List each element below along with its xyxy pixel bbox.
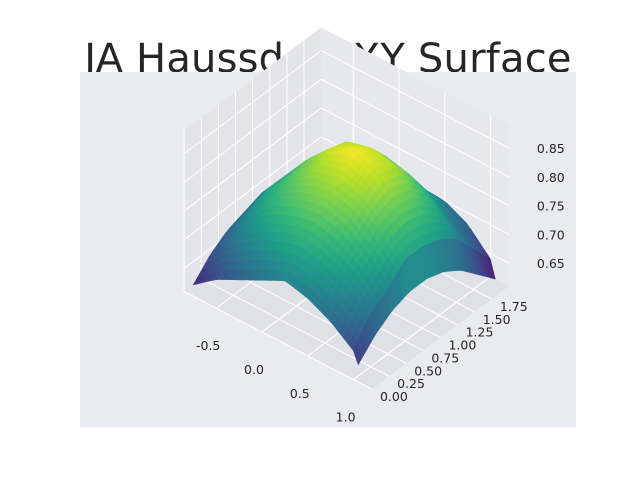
gridline-z (320, 107, 510, 207)
gridline-z (183, 107, 322, 212)
gridline-y (218, 265, 407, 364)
y-tick-label: 1.75 (500, 299, 528, 314)
gridline-z (320, 50, 510, 149)
y-tick-label: 1.50 (483, 312, 511, 327)
gridline-y (183, 291, 373, 390)
gridline-z (183, 78, 322, 183)
x-tick-label: 1.0 (336, 410, 356, 425)
y-tick-label: 0.00 (380, 389, 408, 404)
surface-facet (352, 341, 363, 366)
z-tick-label: 0.70 (537, 227, 565, 242)
x-tick-label: 0.0 (244, 362, 264, 377)
z-tick-label: 0.85 (537, 141, 565, 156)
x-tick-label: -0.5 (196, 338, 220, 353)
y-tick-label: 1.25 (466, 325, 494, 340)
y-tick-label: 0.75 (431, 350, 459, 365)
y-tick-label: 1.00 (448, 338, 476, 353)
x-tick-label: 0.5 (290, 386, 310, 401)
y-tick-label: 0.25 (397, 376, 425, 391)
z-tick-label: 0.80 (537, 170, 565, 185)
gridline-z (183, 50, 322, 154)
gridline-z (320, 78, 510, 178)
z-tick-label: 0.65 (537, 256, 565, 271)
gridline-z (183, 136, 322, 241)
y-tick-label: 0.50 (414, 363, 442, 378)
z-tick-label: 0.75 (537, 199, 565, 214)
